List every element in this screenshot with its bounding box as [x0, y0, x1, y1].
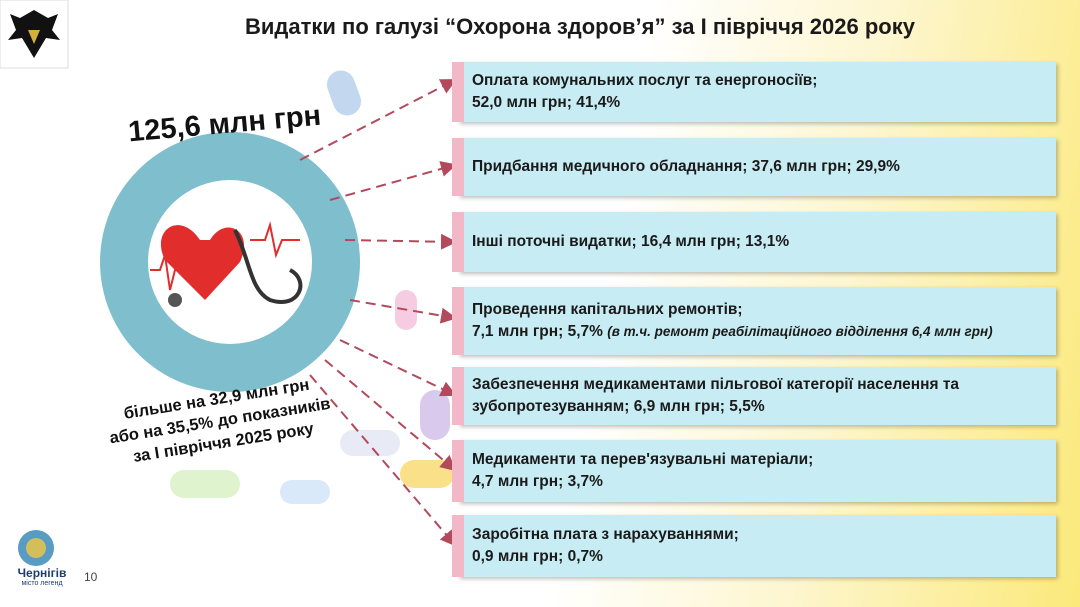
- item-box: Забезпечення медикаментами пільгової кат…: [452, 367, 1056, 425]
- item-tab: [452, 515, 464, 577]
- item-text: Заробітна плата з нарахуваннями;: [472, 526, 739, 543]
- item-text: Медикаменти та перев'язувальні матеріали…: [472, 451, 814, 468]
- title: Видатки по галузі “Охорона здоров’я” за …: [245, 14, 915, 39]
- item-line: Медикаменти та перев'язувальні матеріали…: [472, 449, 1044, 471]
- heart: [160, 225, 245, 300]
- item-text: 0,9 млн грн; 0,7%: [472, 548, 603, 565]
- item-box: Медикаменти та перев'язувальні матеріали…: [452, 440, 1056, 502]
- item-text: Оплата комунальних послуг та енергоносії…: [472, 72, 818, 89]
- item-box: Заробітна плата з нарахуваннями; 0,9 млн …: [452, 515, 1056, 577]
- item-tab: [452, 138, 464, 196]
- item-note: (в т.ч. ремонт реабілітаційного відділен…: [607, 324, 993, 339]
- item-line: 4,7 млн грн; 3,7%: [472, 471, 1044, 493]
- arrows: [299, 79, 457, 547]
- item-tab: [452, 440, 464, 502]
- logo-subtext: місто легенд: [21, 580, 63, 587]
- logo-text: Чернігів: [17, 566, 67, 580]
- item-line: Придбання медичного обладнання; 37,6 млн…: [472, 156, 1044, 178]
- item-text: 52,0 млн грн; 41,4%: [472, 94, 621, 111]
- item-text: 4,7 млн грн; 3,7%: [472, 473, 603, 490]
- item-box: Оплата комунальних послуг та енергоносії…: [452, 62, 1056, 122]
- logo: Чернігів місто легенд: [12, 530, 72, 587]
- item-line: Проведення капітальних ремонтів;: [472, 299, 1044, 321]
- item-line: 7,1 млн грн; 5,7% (в т.ч. ремонт реабілі…: [472, 321, 1044, 343]
- item-tab: [452, 212, 464, 272]
- item-line: зубопротезуванням; 6,9 млн грн; 5,5%: [472, 396, 1044, 418]
- item-box: Інші поточні видатки; 16,4 млн грн; 13,1…: [452, 212, 1056, 272]
- item-text: Придбання медичного обладнання; 37,6 млн…: [472, 158, 900, 175]
- item-line: 52,0 млн грн; 41,4%: [472, 92, 1044, 114]
- item-tab: [452, 62, 464, 122]
- item-line: Інші поточні видатки; 16,4 млн грн; 13,1…: [472, 231, 1044, 253]
- item-line: 0,9 млн грн; 0,7%: [472, 546, 1044, 568]
- item-box: Проведення капітальних ремонтів; 7,1 млн …: [452, 287, 1056, 355]
- item-tab: [452, 367, 464, 425]
- item-line: Заробітна плата з нарахуваннями;: [472, 524, 1044, 546]
- item-line: Забезпечення медикаментами пільгової кат…: [472, 374, 1044, 396]
- item-text: Проведення капітальних ремонтів;: [472, 301, 743, 318]
- item-line: Оплата комунальних послуг та енергоносії…: [472, 70, 1044, 92]
- item-box: Придбання медичного обладнання; 37,6 млн…: [452, 138, 1056, 196]
- item-tab: [452, 287, 464, 355]
- item-text: 7,1 млн грн; 5,7%: [472, 323, 603, 340]
- page-number: 10: [84, 570, 98, 584]
- item-text: Інші поточні видатки; 16,4 млн грн; 13,1…: [472, 233, 790, 250]
- item-text: Забезпечення медикаментами пільгової кат…: [472, 376, 960, 393]
- item-text: зубопротезуванням; 6,9 млн грн; 5,5%: [472, 398, 765, 415]
